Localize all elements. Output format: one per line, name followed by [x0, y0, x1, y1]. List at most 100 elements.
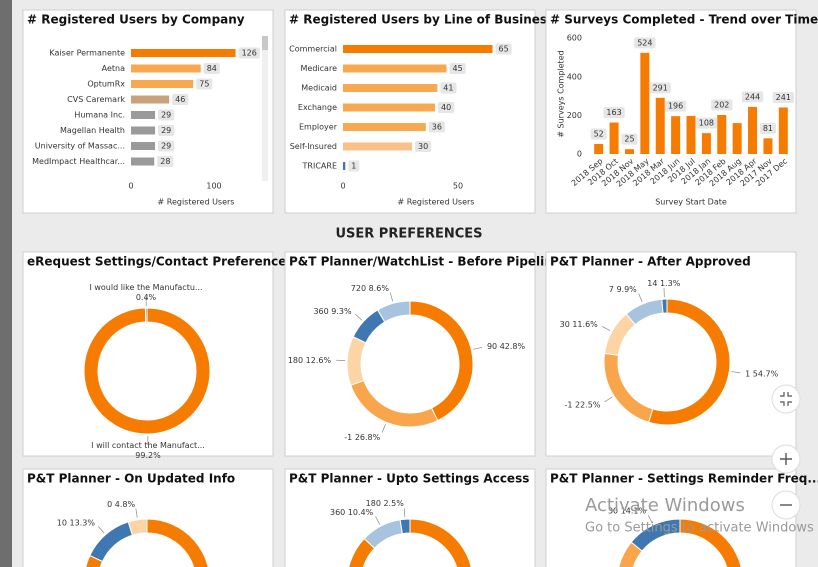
- bar: [640, 52, 650, 154]
- leader-line: [731, 371, 741, 374]
- slice-value: 14.1%: [621, 506, 647, 515]
- donut-slice: [376, 300, 411, 323]
- bar: [609, 122, 619, 154]
- x-tick-label: 50: [453, 182, 463, 191]
- slice-category: 0: [107, 499, 112, 508]
- leader-line: [604, 396, 613, 403]
- bar: [717, 115, 727, 154]
- data-label: 196: [668, 102, 683, 111]
- x-tick-label: 0: [128, 182, 133, 191]
- data-label-box: [203, 63, 220, 74]
- bar: [131, 111, 156, 119]
- x-axis-title: # Registered Users: [398, 198, 475, 207]
- slice-value: 22.5%: [575, 400, 601, 409]
- leader-line: [355, 313, 363, 321]
- data-label: 25: [624, 135, 634, 144]
- bar: [763, 138, 773, 154]
- data-label-box: [158, 109, 175, 121]
- zoom-out-button[interactable]: [771, 490, 801, 520]
- slice-label: -1 26.8%: [344, 433, 380, 442]
- side-strip: [0, 0, 12, 567]
- data-label: 29: [161, 142, 171, 151]
- slice-value: 42.8%: [500, 342, 526, 351]
- data-label: 202: [714, 101, 729, 110]
- bar: [701, 133, 711, 154]
- data-label: 84: [207, 64, 217, 73]
- charts: # Registered Users by Company Kaiser Perm…: [22, 9, 818, 567]
- data-label: 29: [161, 111, 171, 120]
- category-label: Magellan Health: [60, 126, 125, 135]
- data-label: 52: [594, 129, 604, 138]
- category-label: Employer: [299, 123, 338, 132]
- zoom-in-button[interactable]: [771, 444, 801, 474]
- watermark-subtitle: Go to Settings to activate Windows: [585, 521, 814, 536]
- leader-line: [473, 346, 483, 350]
- x-axis-title: # Registered Users: [158, 198, 235, 207]
- category-label: CVS Caremark: [67, 95, 125, 104]
- x-axis-title: Survey Start Date: [655, 198, 727, 207]
- y-axis-title: # Surveys Completed: [557, 50, 566, 137]
- donut-slice: [127, 518, 148, 536]
- chart-title: P&T Planner - On Updated Info: [27, 472, 235, 486]
- slice-label: 0 4.8%: [107, 499, 135, 508]
- slice-label: 180 12.6%: [288, 355, 332, 364]
- donut-slice: [630, 518, 681, 552]
- slice-category: 1: [745, 369, 750, 378]
- slice-value: 9.3%: [331, 306, 352, 315]
- data-label: 241: [776, 93, 791, 102]
- data-label-box: [695, 117, 718, 129]
- chart-title: P&T Planner/WatchList - Before Pipeline: [289, 255, 561, 269]
- panel: [545, 468, 797, 567]
- data-label: 75: [199, 80, 209, 89]
- slice-category: I would like the Manufactu...: [89, 283, 202, 292]
- slice-category: -1: [344, 433, 352, 442]
- data-label: 81: [763, 124, 773, 133]
- bar: [732, 123, 742, 154]
- category-label: MedImpact Healthcar...: [32, 157, 125, 166]
- slice-category: 720: [351, 283, 366, 292]
- slice-label: 10 13.3%: [57, 518, 96, 527]
- slice-label: 360 9.3%: [313, 306, 352, 315]
- leader-line: [638, 293, 643, 303]
- data-label: 30: [418, 142, 428, 151]
- slice-label: -1 22.5%: [564, 400, 600, 409]
- slice-value: 1.3%: [660, 279, 681, 288]
- slice-category: 7: [609, 285, 614, 294]
- bar: [343, 103, 435, 112]
- watermark-title: Activate Windows: [585, 495, 745, 516]
- data-label-box: [449, 63, 466, 74]
- bar: [131, 49, 236, 57]
- chart-title: # Registered Users by Company: [27, 13, 245, 27]
- x-tick-label: 100: [206, 182, 221, 191]
- bar: [686, 115, 696, 154]
- bar: [343, 142, 412, 151]
- slice-category: 180: [288, 355, 303, 364]
- y-tick-label: 200: [567, 111, 582, 120]
- data-label-box: [428, 121, 445, 133]
- slice-label: 180 2.5%: [366, 499, 405, 508]
- leader-line: [97, 526, 105, 534]
- leader-line: [375, 516, 381, 525]
- category-label: Medicare: [301, 64, 338, 73]
- slice-value: 0.4%: [136, 293, 157, 302]
- collapse-button[interactable]: [771, 384, 801, 414]
- slice-value: 8.6%: [369, 283, 390, 292]
- data-label-box: [495, 43, 512, 55]
- donut-slice: [85, 518, 209, 567]
- data-label-box: [348, 160, 360, 172]
- chart-title: # Surveys Completed - Trend over Time: [550, 13, 818, 27]
- slice-category: -1: [564, 400, 572, 409]
- bar: [748, 106, 758, 154]
- data-label: 28: [160, 157, 170, 166]
- data-label-box: [603, 107, 625, 119]
- data-label-box: [157, 156, 174, 167]
- bar: [343, 123, 426, 131]
- data-label: 65: [499, 45, 509, 54]
- donut-slice: [348, 518, 472, 567]
- data-label: 126: [242, 49, 257, 58]
- data-label: 1: [351, 162, 356, 171]
- slice-category: 360: [313, 306, 328, 315]
- y-tick-label: 400: [567, 72, 582, 81]
- panel: [284, 9, 536, 214]
- zoom-buttons: [771, 384, 801, 520]
